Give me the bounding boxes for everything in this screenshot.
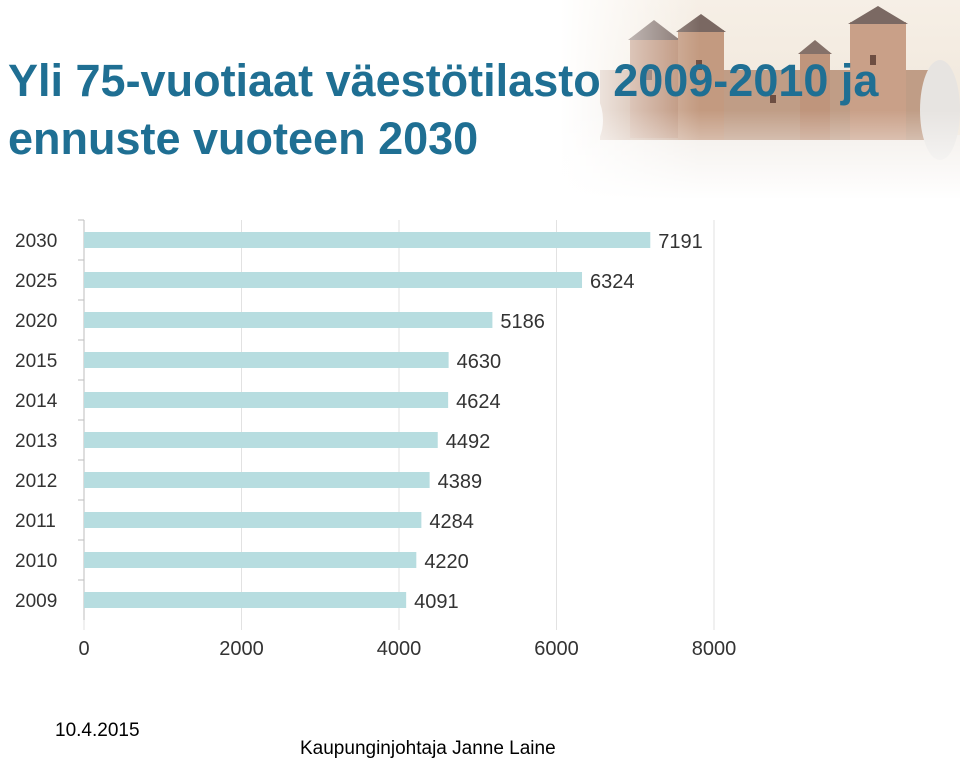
x-tick-label: 0 [78,638,89,660]
data-label: 4091 [414,591,459,613]
bar [84,272,583,288]
y-category-label: 2020 [15,311,57,332]
castle-photo [560,0,960,200]
slide-title: Yli 75-vuotiaat väestötilasto 2009-2010 … [8,55,879,164]
data-label: 7191 [658,231,703,253]
x-tick-label: 4000 [377,638,422,660]
data-label: 4284 [429,511,474,533]
bar [84,552,417,568]
data-label: 4389 [438,471,483,493]
data-label: 4492 [446,431,491,453]
y-category-label: 2011 [15,511,56,532]
x-tick-label: 2000 [219,638,264,660]
data-label: 4624 [456,391,501,413]
bar [84,512,422,528]
y-category-label: 2013 [15,431,57,452]
data-label: 6324 [590,271,635,293]
y-category-label: 2009 [15,591,57,612]
bar [84,392,449,408]
bar [84,312,493,328]
x-tick-label: 8000 [692,638,737,660]
x-tick-label: 6000 [534,638,579,660]
slide-author: Kaupunginjohtaja Janne Laine [300,738,556,759]
y-category-label: 2014 [15,391,58,412]
bar [84,352,449,368]
y-category-label: 2025 [15,271,57,292]
slide-date: 10.4.2015 [55,720,140,741]
data-label: 4220 [424,551,469,573]
y-category-label: 2010 [15,551,57,572]
bar [84,592,407,608]
bar [84,472,430,488]
bar [84,232,651,248]
data-label: 5186 [500,311,544,333]
bar-chart: 0 2000 4000 6000 8000 2030 7191 2025 6324 2020 518… [15,219,737,660]
data-label: 4630 [457,351,502,373]
y-category-label: 2012 [15,471,57,492]
bar [84,432,438,448]
y-category-label: 2030 [15,231,57,252]
y-category-label: 2015 [15,351,57,372]
